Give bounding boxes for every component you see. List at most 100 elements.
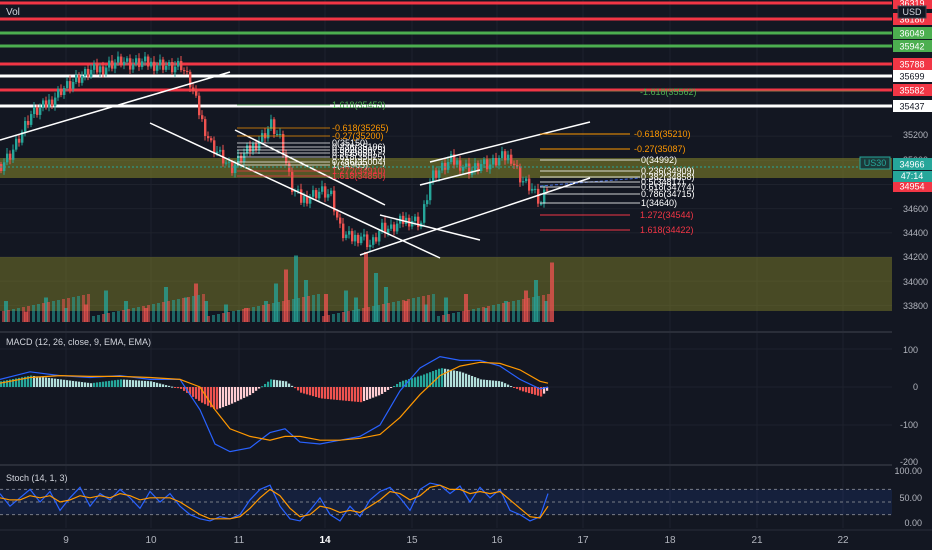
candle — [357, 234, 360, 244]
candle — [150, 61, 153, 67]
candle — [372, 237, 375, 245]
macd-hist-bar — [135, 380, 138, 387]
time-tick: 10 — [145, 535, 157, 546]
volume-bar — [117, 311, 120, 322]
volume-bar — [187, 297, 190, 322]
time-axis[interactable] — [0, 530, 932, 550]
macd-hist-bar — [171, 386, 174, 388]
candle — [354, 234, 357, 242]
currency-label: USD — [902, 7, 922, 17]
candle — [525, 178, 528, 182]
candle — [24, 120, 27, 132]
candle — [384, 222, 387, 234]
candle — [480, 164, 483, 171]
volume-bar — [142, 306, 145, 322]
candle — [27, 120, 30, 125]
macd-hist-bar — [189, 387, 192, 395]
candle — [111, 60, 114, 69]
candle — [369, 244, 372, 248]
candle — [318, 191, 321, 199]
volume-bar — [257, 306, 260, 322]
candle — [417, 216, 420, 228]
price-badge-label: 35437 — [899, 102, 924, 112]
macd-hist-bar — [420, 375, 423, 387]
macd-hist-bar — [348, 387, 351, 402]
volume-bar — [84, 304, 88, 322]
symbol-tag: US30 — [864, 158, 887, 168]
macd-hist-bar — [489, 380, 492, 387]
volume-bar — [152, 304, 155, 322]
macd-hist-bar — [150, 381, 153, 387]
macd-hist-bar — [540, 387, 543, 397]
candle — [45, 100, 48, 108]
volume-bar — [337, 313, 340, 322]
volume-bar — [77, 296, 80, 322]
trendline[interactable] — [419, 169, 481, 186]
macd-hist-bar — [201, 387, 204, 403]
macd-hist-bar — [372, 387, 375, 398]
macd-hist-bar — [105, 381, 108, 387]
volume-bar — [427, 295, 430, 322]
macd-hist-bar — [243, 387, 246, 398]
volume-bar — [374, 273, 378, 322]
candle — [339, 217, 342, 224]
volume-bar — [202, 294, 205, 322]
macd-hist-bar — [291, 385, 294, 387]
macd-hist-bar — [486, 379, 489, 387]
currency-box[interactable] — [897, 5, 927, 19]
trendline[interactable] — [429, 121, 591, 163]
fib-left-label: 0.5(35050) — [332, 148, 376, 158]
macd-hist-bar — [66, 380, 69, 387]
macd-hist-bar — [258, 387, 261, 389]
macd-hist-bar — [546, 387, 549, 391]
candle — [267, 128, 270, 139]
volume-bar — [372, 306, 375, 322]
volume-bar — [104, 290, 108, 322]
time-tick: 16 — [491, 535, 503, 546]
macd-hist-bar — [120, 379, 123, 387]
macd-hist-bar — [510, 386, 513, 388]
macd-hist-bar — [45, 377, 48, 387]
candle — [249, 145, 252, 152]
macd-hist-bar — [306, 387, 309, 395]
candle — [516, 165, 519, 167]
volume-bar — [27, 306, 30, 322]
candle — [306, 195, 309, 204]
macd-hist-bar — [315, 387, 318, 397]
macd-hist-bar — [336, 387, 339, 400]
trendline[interactable] — [149, 122, 441, 259]
trendline[interactable] — [0, 71, 231, 141]
volume-bar — [402, 300, 405, 322]
candle — [522, 181, 525, 183]
macd-hist-bar — [465, 373, 468, 387]
candle — [9, 153, 12, 160]
trendline[interactable] — [359, 177, 591, 256]
macd-hist-bar — [9, 379, 12, 387]
candle — [477, 163, 480, 171]
candle — [84, 68, 87, 76]
trendline[interactable] — [379, 214, 481, 241]
macd-hist-bar — [129, 379, 132, 387]
candle — [507, 154, 510, 161]
candle — [234, 164, 237, 174]
macd-hist-bar — [339, 387, 342, 401]
candle — [159, 59, 162, 66]
macd-hist-bar — [432, 371, 435, 387]
price-badge-label: 35582 — [899, 86, 924, 96]
volume-bar — [127, 309, 130, 322]
candle — [474, 163, 477, 171]
candle — [321, 186, 324, 192]
candle — [141, 61, 144, 67]
volume-bar — [57, 300, 60, 322]
macd-hist-bar — [429, 372, 432, 387]
macd-hist-bar — [390, 387, 393, 388]
volume-bar — [194, 283, 198, 322]
macd-hist-bar — [165, 385, 168, 387]
candle — [78, 75, 81, 83]
candle — [162, 59, 165, 70]
fib-left-label: 0.618(35025) — [332, 152, 386, 162]
price-badge — [893, 0, 932, 9]
macd-hist-bar — [63, 379, 66, 387]
candle — [0, 164, 3, 171]
